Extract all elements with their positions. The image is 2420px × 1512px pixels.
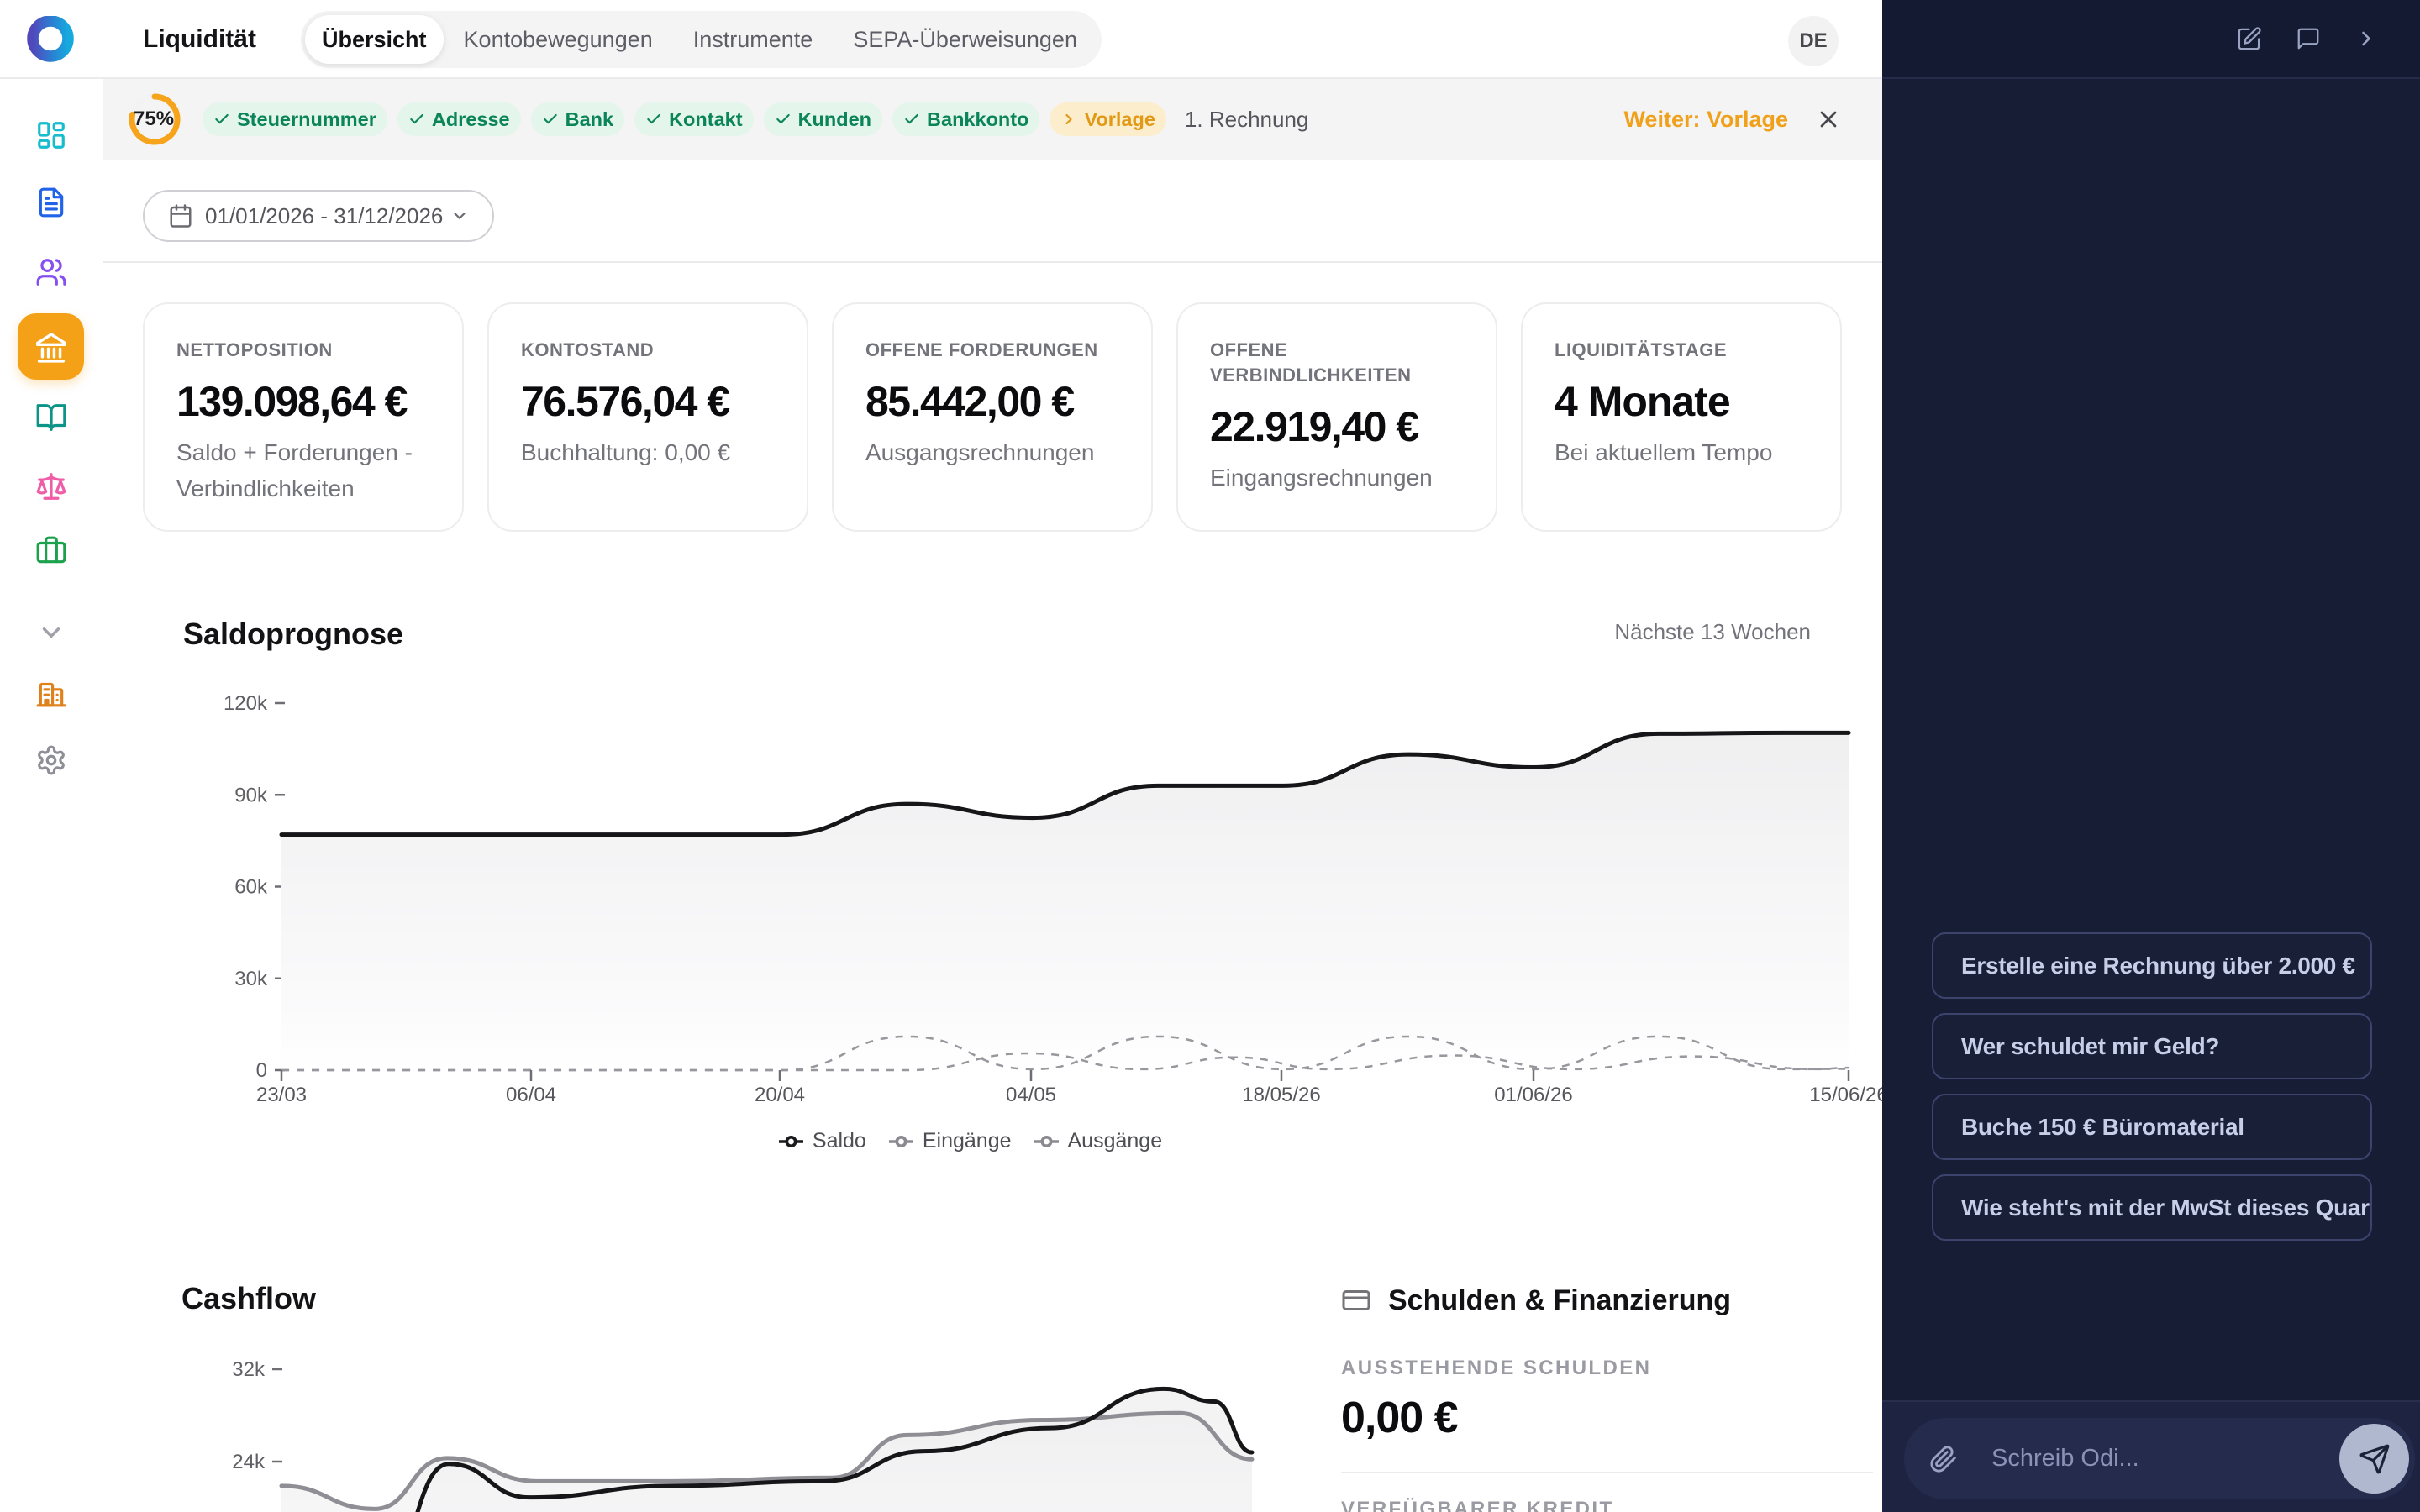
svg-text:32k: 32k (232, 1358, 266, 1381)
svg-text:120k: 120k (224, 692, 268, 715)
svg-text:20/04: 20/04 (755, 1084, 805, 1106)
svg-text:18/05/26: 18/05/26 (1242, 1084, 1320, 1106)
svg-text:90k: 90k (234, 784, 268, 806)
svg-text:0: 0 (256, 1059, 267, 1082)
svg-text:30k: 30k (234, 968, 268, 990)
svg-text:04/05: 04/05 (1006, 1084, 1056, 1106)
svg-text:60k: 60k (234, 876, 268, 899)
svg-text:15/06/26: 15/06/26 (1809, 1084, 1882, 1106)
svg-text:24k: 24k (232, 1451, 266, 1473)
svg-text:01/06/26: 01/06/26 (1494, 1084, 1572, 1106)
svg-text:23/03: 23/03 (256, 1084, 307, 1106)
svg-text:06/04: 06/04 (506, 1084, 556, 1106)
